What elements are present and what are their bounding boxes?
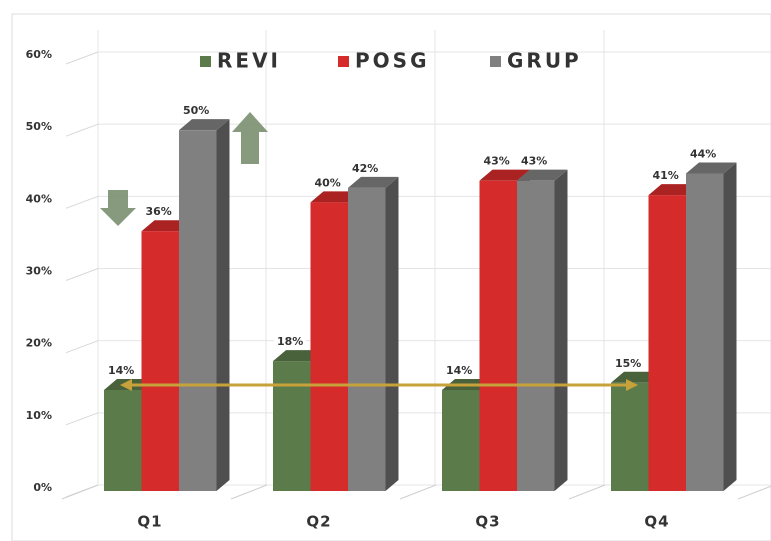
bar — [479, 180, 517, 491]
bar-top — [179, 119, 230, 131]
grid-line — [65, 123, 99, 137]
value-label: 41% — [653, 169, 679, 182]
back-dividers — [97, 30, 605, 485]
y-tick-label: 60% — [26, 48, 52, 61]
bar — [273, 361, 311, 491]
value-label-bg — [142, 205, 175, 220]
value-label: 36% — [146, 205, 172, 218]
floor-line — [399, 484, 437, 500]
bar — [104, 389, 142, 491]
legend-swatch — [200, 56, 211, 67]
y-tick-label: 40% — [26, 192, 52, 205]
value-label-bg — [480, 154, 513, 169]
bar — [517, 180, 555, 491]
grid-line — [65, 340, 99, 354]
bar — [648, 195, 686, 491]
bar-top — [479, 169, 530, 181]
bar — [310, 202, 348, 492]
bar — [442, 389, 480, 491]
value-label: 40% — [315, 176, 341, 189]
floor-line — [230, 484, 268, 500]
value-label: 44% — [690, 147, 716, 160]
grid-line — [65, 51, 99, 65]
floor-line — [737, 485, 771, 500]
value-label: 50% — [183, 104, 209, 117]
value-label-bg — [649, 169, 682, 184]
y-tick-label: 0% — [33, 481, 52, 494]
range-arrow-left — [120, 379, 132, 391]
y-tick-label: 20% — [26, 337, 52, 350]
bar — [179, 130, 217, 491]
bar-top — [348, 176, 399, 188]
y-tick-label: 30% — [26, 265, 52, 278]
bar-side — [554, 169, 568, 491]
value-label: 14% — [108, 364, 134, 377]
value-label-bg — [443, 363, 475, 378]
decorations — [100, 112, 638, 391]
bar-side — [216, 119, 230, 492]
legend-swatch — [338, 56, 349, 67]
bar — [141, 231, 179, 491]
value-label: 15% — [615, 357, 641, 370]
legend-label: REVI — [217, 49, 281, 73]
floor-line — [61, 484, 99, 500]
x-tick-label: Q2 — [306, 513, 331, 531]
value-label: 14% — [446, 364, 472, 377]
value-label-bg — [274, 335, 306, 350]
bar-top — [517, 169, 568, 181]
range-arrow-right — [626, 379, 638, 391]
value-label-bg — [180, 104, 212, 119]
x-tick-label: Q1 — [137, 513, 162, 531]
legend-label: GRUP — [507, 49, 582, 73]
bar — [611, 382, 649, 491]
value-label-bg — [105, 363, 137, 378]
x-tick-label: Q4 — [644, 513, 669, 531]
grid-line — [65, 412, 99, 426]
value-label-bg — [612, 356, 644, 371]
value-label: 43% — [521, 155, 547, 168]
legend: REVI POSG GRUP — [200, 49, 582, 73]
bars: 14% 18% 14% 15% 36% 40% 43% 41% 50% 42% 43% 44% Q1 Q2… — [104, 104, 737, 531]
value-label: 43% — [484, 155, 510, 168]
value-label-bg — [518, 154, 550, 169]
grid-line — [65, 195, 99, 209]
value-label-bg — [349, 161, 381, 176]
value-label-bg — [687, 147, 719, 162]
floor-line — [568, 484, 606, 500]
grid-line — [65, 268, 99, 281]
up-arrow — [232, 112, 268, 164]
bar-side — [385, 176, 399, 491]
value-label-bg — [311, 176, 344, 191]
bar-top — [686, 162, 737, 174]
value-label: 18% — [277, 335, 303, 348]
y-tick-label: 50% — [26, 120, 52, 133]
bar — [686, 173, 724, 491]
bar — [348, 187, 386, 491]
x-tick-label: Q3 — [475, 513, 500, 531]
legend-swatch — [490, 56, 501, 67]
value-label: 42% — [352, 162, 378, 175]
bar-side — [723, 162, 737, 491]
down-arrow — [100, 190, 136, 226]
legend-label: POSG — [355, 49, 429, 73]
y-tick-label: 10% — [26, 409, 52, 422]
